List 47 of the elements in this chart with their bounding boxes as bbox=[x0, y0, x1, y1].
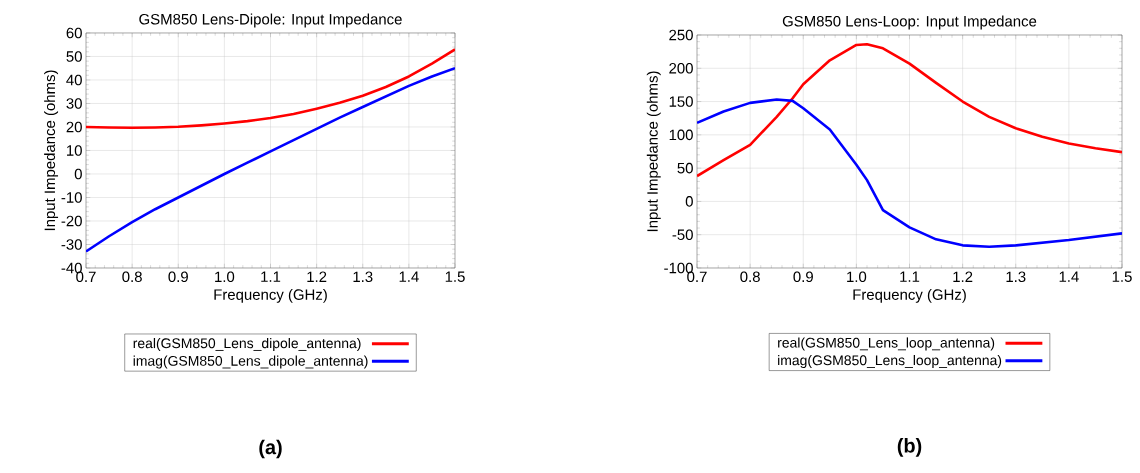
x-tick-label: 1.5 bbox=[1112, 271, 1132, 282]
y-tick-label: -20 bbox=[61, 215, 82, 227]
y-axis-title: Input Impedance (ohms) bbox=[44, 70, 59, 231]
x-axis-title: Frequency (GHz) bbox=[214, 288, 327, 303]
y-tick-label: 30 bbox=[66, 98, 82, 109]
y-tick-label: -30 bbox=[61, 239, 82, 250]
y-tick-label: 10 bbox=[67, 145, 82, 156]
legend-label: real(GSM850_Lens_dipole_antenna) bbox=[133, 337, 361, 351]
y-tick-label: 150 bbox=[669, 96, 693, 107]
y-tick-label: 250 bbox=[669, 29, 693, 41]
x-tick-label: 1.2 bbox=[307, 271, 327, 282]
legend-label: imag(GSM850_Lens_dipole_antenna) bbox=[133, 355, 368, 369]
y-tick-label: 100 bbox=[669, 129, 693, 141]
legend-label: real(GSM850_Lens_loop_antenna) bbox=[778, 337, 995, 351]
x-tick-label: 0.9 bbox=[793, 271, 813, 283]
chart-title: GSM850 Lens-Loop: Input Impedance bbox=[782, 15, 1037, 30]
y-axis-title: Input Impedance (ohms) bbox=[646, 71, 661, 232]
y-tick-label: 200 bbox=[669, 62, 693, 74]
y-tick-label: 40 bbox=[66, 74, 82, 86]
y-tick-label: 0 bbox=[685, 196, 693, 207]
chart-title: GSM850 Lens-Dipole: Input Impedance bbox=[139, 13, 402, 28]
y-tick-label: 60 bbox=[66, 27, 82, 39]
y-tick-label: -50 bbox=[672, 229, 693, 240]
x-tick-label: 1.1 bbox=[261, 271, 281, 282]
x-tick-label: 1.4 bbox=[1059, 271, 1079, 282]
x-tick-label: 1.3 bbox=[1006, 271, 1026, 283]
x-tick-label: 1.4 bbox=[399, 271, 419, 282]
y-tick-label: 50 bbox=[66, 51, 82, 62]
x-tick-label: 1.1 bbox=[900, 271, 920, 282]
line-series bbox=[86, 48, 455, 129]
x-tick-label: 1.0 bbox=[847, 271, 867, 283]
y-tick-label: -10 bbox=[61, 192, 82, 203]
y-tick-label: 0 bbox=[74, 168, 82, 180]
text: (b) bbox=[897, 438, 922, 457]
x-axis-title: Frequency (GHz) bbox=[853, 288, 966, 303]
x-tick-label: 0.8 bbox=[740, 271, 760, 283]
line-series bbox=[697, 43, 1123, 178]
x-tick-label: 0.9 bbox=[168, 271, 188, 283]
legend-label: imag(GSM850_Lens_loop_antenna) bbox=[778, 354, 1002, 368]
x-tick-label: 0.8 bbox=[122, 271, 142, 283]
text: (a) bbox=[259, 439, 282, 459]
y-tick-label: 20 bbox=[66, 121, 82, 133]
x-tick-label: 1.5 bbox=[445, 271, 465, 282]
y-tick-label: 50 bbox=[677, 162, 693, 174]
x-tick-label: 1.2 bbox=[953, 271, 973, 282]
x-tick-label: 1.3 bbox=[353, 271, 373, 283]
x-tick-label: 1.0 bbox=[215, 271, 235, 283]
